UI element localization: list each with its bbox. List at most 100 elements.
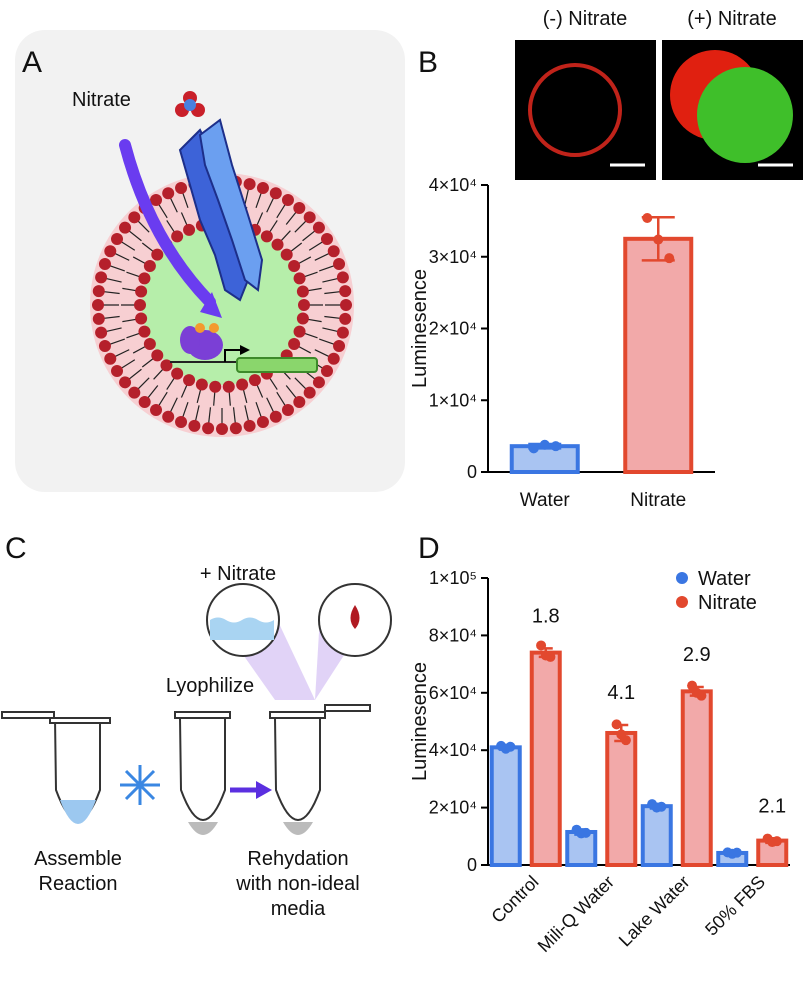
y-tick-label: 1×10⁵ <box>429 568 477 588</box>
lipid-head <box>333 258 346 271</box>
bar <box>605 730 638 867</box>
lipid-head <box>119 376 132 389</box>
lipid-head <box>281 194 294 207</box>
lipid-head <box>280 248 293 261</box>
data-point <box>505 741 516 752</box>
lipid-head <box>303 211 316 224</box>
lipid-head <box>138 395 151 408</box>
lipid-head <box>95 326 108 339</box>
bar <box>489 745 522 868</box>
lipid-head <box>312 221 325 234</box>
lipid-head <box>111 233 124 246</box>
legend-label: Nitrate <box>698 592 757 614</box>
dna-reporter <box>170 323 318 373</box>
lipid-head <box>98 258 111 271</box>
flow-arrow <box>119 139 216 308</box>
arrow-head <box>200 292 222 318</box>
lipid-head <box>293 272 306 285</box>
step-label: Reaction <box>39 873 118 895</box>
lipid-head <box>256 416 269 429</box>
x-tick-label: Nitrate <box>630 490 686 511</box>
lipid-head <box>339 312 352 325</box>
data-point <box>539 439 550 450</box>
lipid-head <box>143 259 156 272</box>
lipid-head <box>320 233 333 246</box>
lipid-head <box>143 338 156 351</box>
lipid-head <box>119 221 132 234</box>
lipid-head <box>327 352 340 365</box>
lipid-head <box>248 374 261 387</box>
lipid-head <box>312 376 325 389</box>
data-point <box>771 836 782 847</box>
lipid-head <box>288 338 301 351</box>
lipid-head <box>111 364 124 377</box>
lipid-head <box>92 312 105 325</box>
lipid-head <box>281 403 294 416</box>
lipid-head <box>175 416 188 429</box>
lipid-head <box>171 367 184 380</box>
nitrate-label: Nitrate <box>72 89 131 111</box>
step-label: + Nitrate <box>200 563 276 585</box>
lipid-head <box>128 386 141 399</box>
panel-letter: A <box>22 46 42 79</box>
lipid-head <box>222 380 235 393</box>
workflow-graphics <box>1 583 392 835</box>
data-point <box>620 735 631 746</box>
x-tick-label: Water <box>520 490 571 511</box>
lipid-head <box>150 403 163 416</box>
lipid-head <box>296 312 309 325</box>
data-point <box>536 640 547 651</box>
lipid-head <box>260 230 273 243</box>
data-point <box>731 847 742 858</box>
micrograph-plus <box>662 40 803 180</box>
bar <box>640 804 673 867</box>
y-tick-label: 0 <box>467 855 477 875</box>
lipid-head <box>303 386 316 399</box>
lipid-head <box>175 181 188 194</box>
micrograph-minus <box>515 40 656 180</box>
x-tick-label: Mili-Q Water <box>534 872 618 956</box>
lipid-head <box>333 339 346 352</box>
lipid-head <box>288 259 301 272</box>
fold-change: 4.1 <box>607 682 635 704</box>
y-tick-label: 3×10⁴ <box>429 247 477 267</box>
lipid-head <box>95 271 108 284</box>
lipid-head <box>150 194 163 207</box>
lipid-head <box>339 285 352 298</box>
data-point <box>545 651 556 662</box>
legend-label: Water <box>698 568 751 590</box>
lipid-head <box>269 187 282 200</box>
lipid-head <box>293 395 306 408</box>
lipid-head <box>195 378 208 391</box>
lipid-head <box>236 378 249 391</box>
lipid-head <box>135 312 148 325</box>
data-point <box>687 680 698 691</box>
lipid-head <box>202 422 215 435</box>
receptor-protein <box>178 118 264 302</box>
lipid-head <box>92 285 105 298</box>
y-tick-label: 8×10⁴ <box>429 625 477 645</box>
lipid-head <box>209 380 222 393</box>
panel-letter: B <box>418 46 438 79</box>
lipid-head <box>138 325 151 338</box>
data-point <box>642 213 653 224</box>
data-point <box>528 443 539 454</box>
step-label: Assemble <box>34 848 122 870</box>
step-label: Rehydation <box>247 848 348 870</box>
y-tick-label: 1×10⁴ <box>429 390 477 410</box>
lipid-head <box>293 325 306 338</box>
lipid-head <box>327 245 340 258</box>
bar <box>756 838 789 867</box>
data-point <box>656 801 667 812</box>
lipid-head <box>336 326 349 339</box>
panel-letter: C <box>5 532 27 565</box>
lipid-head <box>269 410 282 423</box>
nitrate-icon <box>175 91 205 117</box>
x-tick-label: Lake Water <box>615 872 694 951</box>
lipid-head <box>229 422 242 435</box>
bar <box>509 444 580 475</box>
legend-swatch <box>676 572 688 584</box>
bar <box>529 650 562 867</box>
